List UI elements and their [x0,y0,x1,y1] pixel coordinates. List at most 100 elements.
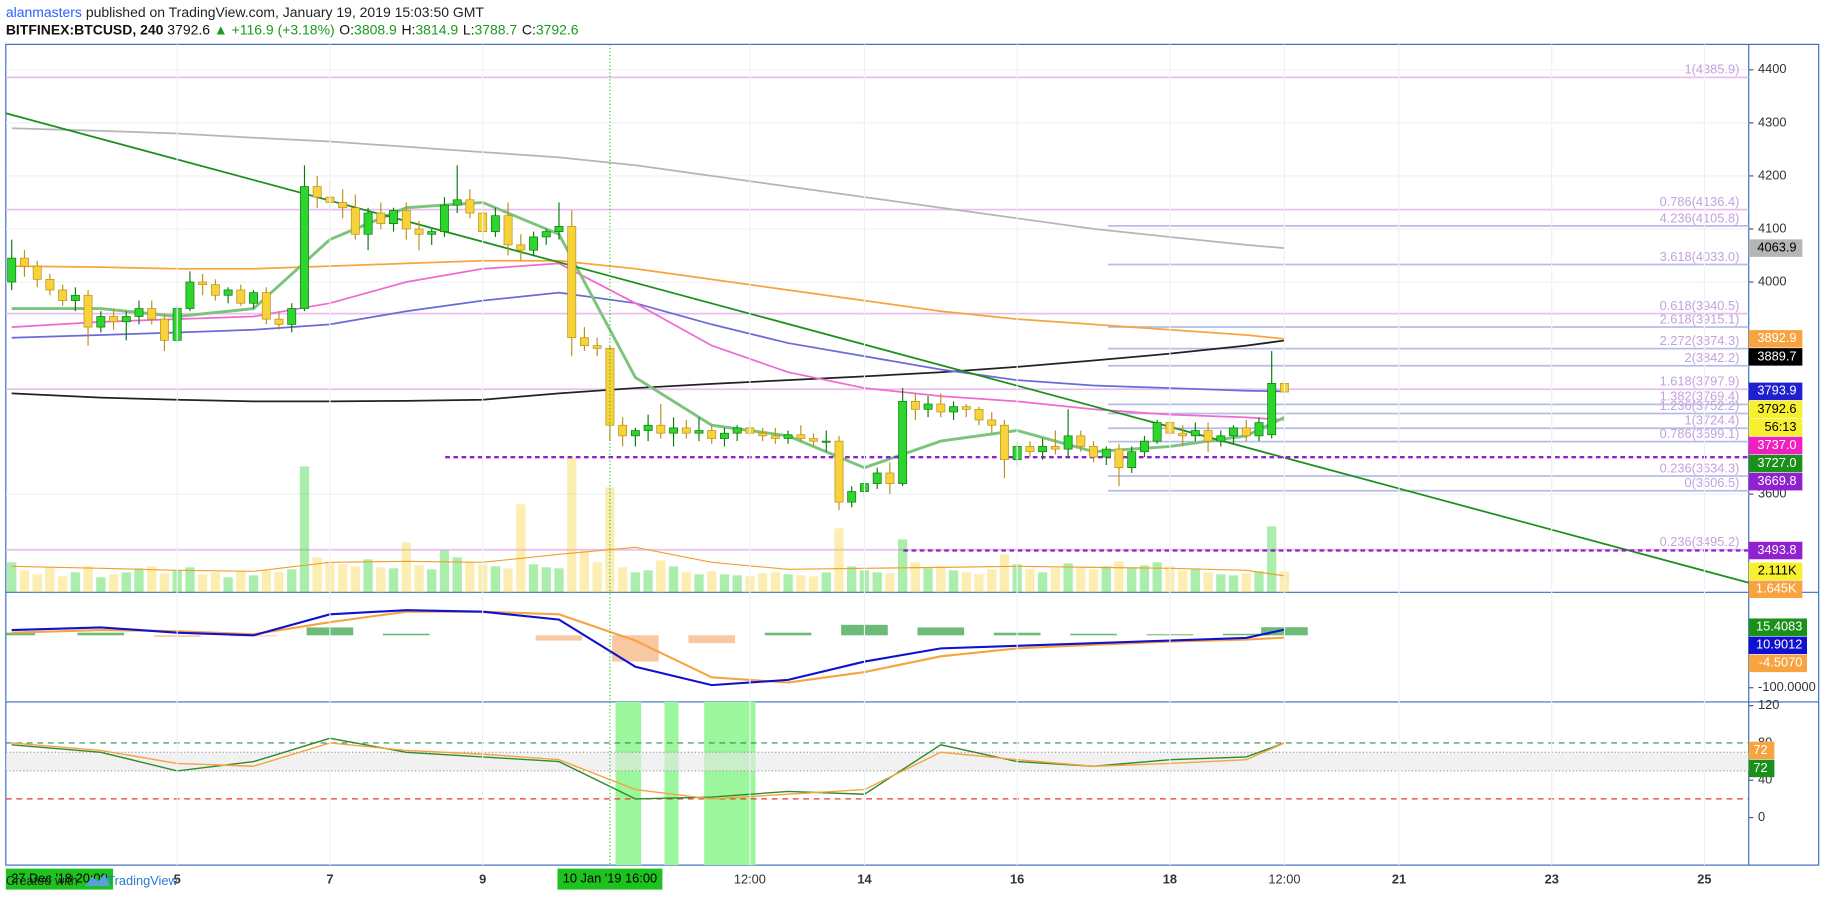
volume-bar [274,572,284,593]
volume-bar [1101,566,1111,593]
volume-bar [147,566,157,593]
price-label: 3669.8 [1757,473,1796,488]
volume-bar [1241,573,1251,593]
candle-body [210,284,220,296]
range-start-box [5,868,114,890]
candle-body [1127,451,1137,469]
volume-bar [19,570,30,593]
macd-label: 15.4083 [1756,619,1802,634]
volume-bar [299,466,310,593]
candle-body [440,204,449,232]
volume-bar [1025,569,1035,593]
last-price: 3792.6 [167,21,210,37]
price-label: 3889.7 [1757,348,1796,363]
moving-average [11,127,1285,250]
candle-body [414,228,424,235]
ohlc-key: C: [522,21,536,37]
volume-bar [656,560,666,593]
axes: 5 7 9 12:00 14 16 18 12:00 21 23 25 4400 4300 4200 410… [174,44,1816,887]
fib-label: 3.618(4033.0) [1660,249,1740,264]
candle-body [452,199,462,206]
volume-bar [872,572,882,593]
fib-label: 0.786(4136.4) [1660,194,1740,209]
candle-body [529,236,538,251]
volume-bar [32,574,42,593]
author[interactable]: alanmasters [6,4,82,20]
y-tick-label: 4000 [1758,273,1787,288]
y-tick-label: 4200 [1758,167,1787,182]
candle-body [923,403,933,410]
price-label: 3727.0 [1757,455,1796,470]
candle-body [1203,430,1213,442]
frame [5,43,1820,866]
candle-body [1152,422,1162,442]
candle-body [1114,448,1124,469]
macd-histogram [5,632,36,636]
volume-bar [694,574,704,593]
y-tick-label: 4100 [1758,220,1787,235]
volume-bar [210,572,221,593]
price-label: 2.111K [1758,563,1797,578]
volume-bar [579,550,590,593]
volume-bar [1076,568,1086,593]
y-tick-label: -100.0000 [1758,679,1816,694]
symbol-line: BITFINEX:BTCUSD, 240 3792.6 ▲ +116.9 (+3… [6,21,579,37]
candle-body [541,231,551,238]
rsi-band [5,752,1749,771]
ohlc-key: L: [463,21,475,37]
candle-body [1101,448,1111,458]
x-tick-label: 12:00 [1268,872,1300,887]
volume-bar [287,569,297,593]
volume-bar [427,569,437,593]
volume-bar [57,576,68,593]
volume-bar [439,550,450,593]
volume-bar [197,574,208,593]
price-label: 3737.0 [1757,437,1796,452]
candle-body [1178,432,1188,437]
price-pane: 1(4385.9) 0.786(4136.4)4.236(4105.8) 3.618… [5,62,1749,593]
y-tick-label: 0 [1758,809,1765,824]
footer-brand[interactable]: TradingView [107,873,178,888]
highlight [704,701,756,866]
volume-bar [108,574,119,593]
volume-ma [11,546,1285,577]
candle-body [809,438,818,442]
candle-body [961,406,971,410]
volume-bar [401,542,411,593]
volume-bar [1177,570,1188,593]
candle-body [987,419,997,426]
candle-body [32,265,42,280]
ohlc-key: O: [339,21,354,37]
volume-bar [732,575,742,593]
candle-body [249,292,258,304]
volume-bar [516,504,526,593]
candle-body [58,289,68,301]
volume-bar [783,574,793,593]
candle-body [109,316,119,323]
fib-label: 1.618(3797.9) [1660,374,1740,389]
x-tick-label: 9 [479,872,486,887]
price-label-box [1748,454,1803,473]
macd-line [11,610,1285,684]
volume-bar [528,564,539,593]
volume-bar [503,568,513,593]
volume-bar [1267,526,1277,593]
volume-bar [910,562,921,593]
price-label: 3792.6 [1757,401,1796,416]
price-label-box [1748,382,1803,401]
volume-bar [7,562,17,593]
candle-body [732,427,742,434]
volume-bar [630,572,641,593]
macd-histogram [1222,633,1270,636]
candle-body [592,345,602,349]
candle-body [185,281,195,309]
moving-average [11,259,1285,340]
candle-body [70,294,80,301]
volume-bar [96,577,106,593]
volume-bar [885,573,895,593]
y-tick-label: 4300 [1758,114,1787,129]
candle-body [999,424,1009,461]
volume-bar [1139,565,1150,593]
candle-body [1254,422,1264,437]
x-tick-label: 16 [1010,872,1024,887]
